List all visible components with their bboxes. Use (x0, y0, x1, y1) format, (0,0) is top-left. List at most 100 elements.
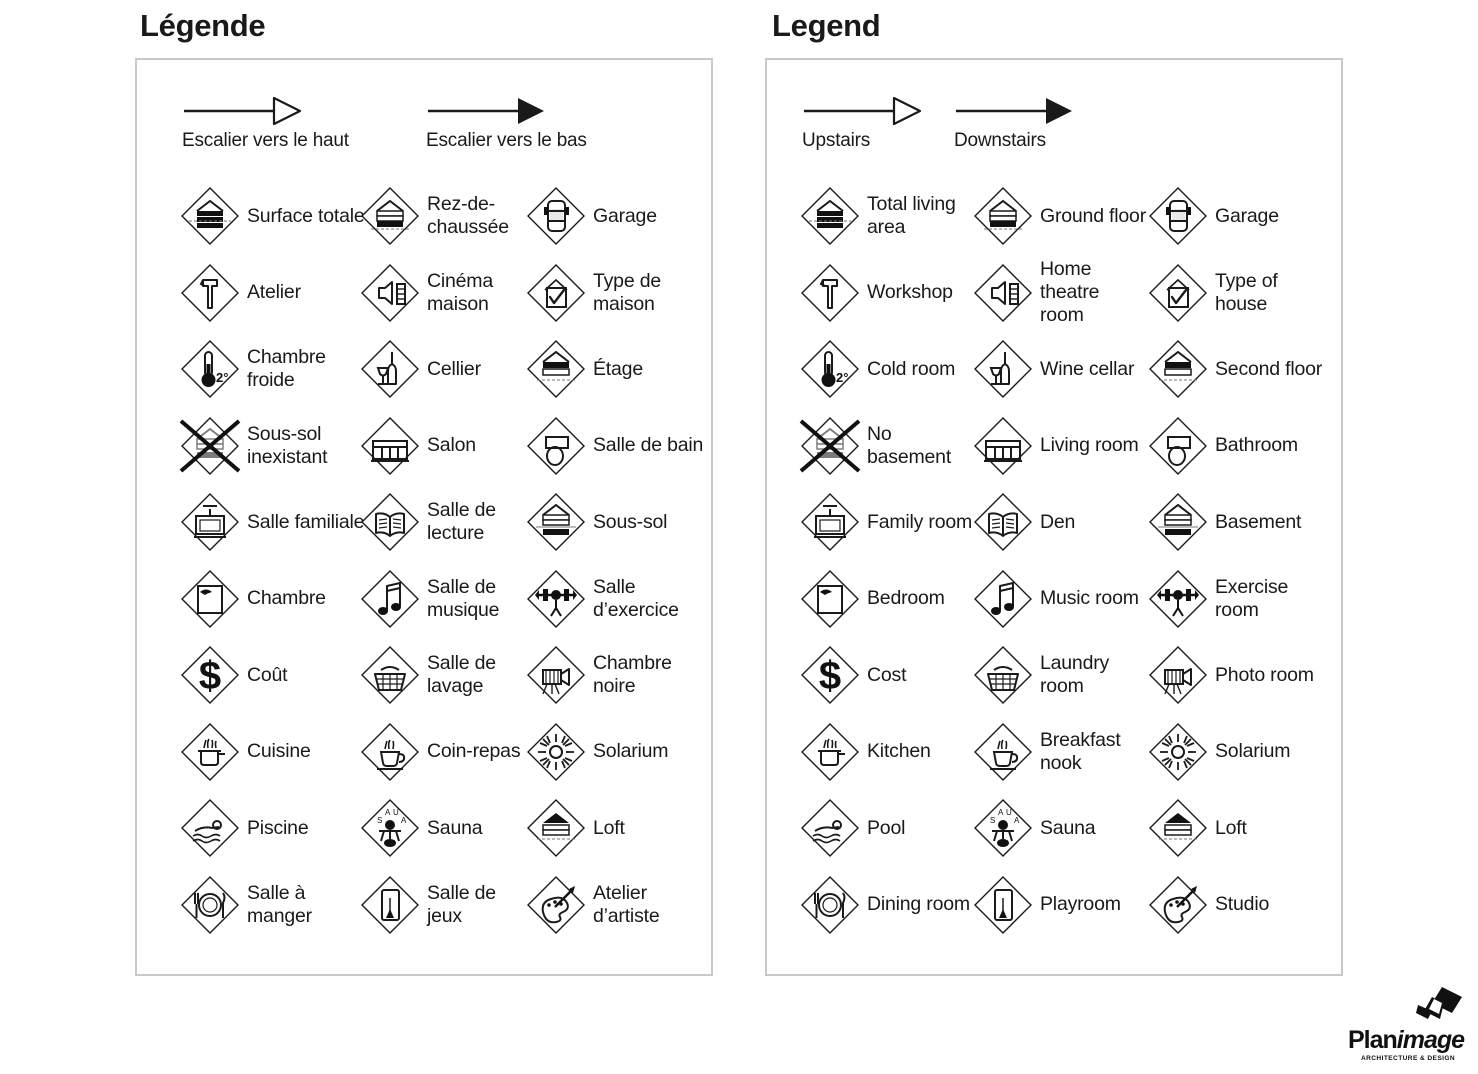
legend-entry-label: Coin-repas (427, 740, 521, 763)
palette-studio-icon (1147, 874, 1209, 936)
legend-entry-label: Family room (867, 510, 973, 533)
legend-entry-label: Solarium (1215, 740, 1291, 763)
playroom-icon (972, 874, 1034, 936)
legend-entry-label: Rez-de-chaussée (427, 193, 509, 239)
sun-solarium-icon (525, 721, 587, 783)
sofa-living-room-icon (972, 415, 1034, 477)
legend-entry-label: Surface totale (247, 204, 365, 227)
legend-entry: Piscine (179, 790, 369, 867)
legend-entry: Salon (359, 408, 529, 485)
legend-entry-label: Second floor (1215, 357, 1323, 380)
legend-entry: Bedroom (799, 561, 979, 638)
svg-text:$: $ (199, 654, 221, 698)
second-floor-icon (525, 338, 587, 400)
legend-entry-label: Atelier d’artiste (593, 881, 660, 927)
logo-word-image: image (1396, 1026, 1465, 1054)
legend-entry: Salle d’exercice (525, 561, 705, 638)
legend-column-2: Garage Type de maison Étage Salle de bai… (525, 178, 705, 943)
stairs-row-en: Upstairs Downstairs (767, 94, 1341, 168)
stairs-label: Upstairs (802, 130, 871, 151)
legend-entry-label: Cost (867, 663, 907, 686)
car-garage-icon (525, 185, 587, 247)
sauna-icon: S A U A (972, 797, 1034, 859)
legend-entry-label: Sous-sol inexistant (247, 422, 328, 468)
camera-photo-room-icon (525, 644, 587, 706)
legend-entry-label: Salle de musique (427, 575, 500, 621)
legend-entry-label: Workshop (867, 281, 953, 304)
legend-entry-label: Playroom (1040, 893, 1121, 916)
arrow-outline-icon (182, 94, 349, 128)
legend-entry: Rez-de-chaussée (359, 178, 529, 255)
sofa-living-room-icon (359, 415, 421, 477)
legend-entry: Wine cellar (972, 331, 1147, 408)
stairs-label: Escalier vers le bas (426, 130, 587, 151)
legend-entry-label: Salle de jeux (427, 881, 496, 927)
legend-column-2: Garage Type of house Second floor Bathro… (1147, 178, 1332, 943)
second-floor-icon (1147, 338, 1209, 400)
arrow-filled-icon (426, 94, 587, 128)
legend-entry-label: Bathroom (1215, 434, 1298, 457)
legend-entry-label: Basement (1215, 510, 1302, 533)
legend-entry: Exercise room (1147, 561, 1332, 638)
legend-entry: Garage (1147, 178, 1332, 255)
legend-entry-label: Dining room (867, 893, 970, 916)
home-theatre-icon (359, 262, 421, 324)
book-den-icon (359, 491, 421, 553)
legend-entry-label: Chambre (247, 587, 326, 610)
tv-family-room-icon (179, 491, 241, 553)
svg-text:U: U (1006, 808, 1012, 817)
legend-entry: Den (972, 484, 1147, 561)
legend-entry-label: Loft (1215, 816, 1247, 839)
legend-entry: Loft (525, 790, 705, 867)
legend-entry: Laundry room (972, 637, 1147, 714)
bed-bedroom-icon (179, 568, 241, 630)
svg-text:A: A (385, 808, 391, 817)
sun-solarium-icon (1147, 721, 1209, 783)
legend-entry-label: Atelier (247, 281, 301, 304)
tv-family-room-icon (799, 491, 861, 553)
legend-entry: Sous-sol (525, 484, 705, 561)
wine-cellar-icon (972, 338, 1034, 400)
pot-kitchen-icon (179, 721, 241, 783)
basement-icon (1147, 491, 1209, 553)
legend-entry-label: Sous-sol (593, 510, 668, 533)
legend-entry-label: Photo room (1215, 663, 1314, 686)
legend-entry-label: Bedroom (867, 587, 945, 610)
legend-entry-label: Wine cellar (1040, 357, 1135, 380)
barbell-exercise-room-icon (1147, 568, 1209, 630)
legend-entry: Basement (1147, 484, 1332, 561)
legend-entry-label: Salle d’exercice (593, 575, 679, 621)
legend-entry-label: Salle de bain (593, 434, 704, 457)
svg-text:A: A (1014, 816, 1020, 825)
svg-text:A: A (998, 808, 1004, 817)
wine-cellar-icon (359, 338, 421, 400)
svg-text:S: S (990, 816, 995, 825)
legend-entry-label: Exercise room (1215, 575, 1289, 621)
thermometer-cold-room-icon: 2° (179, 338, 241, 400)
svg-text:A: A (401, 816, 407, 825)
legend-entry: Studio (1147, 867, 1332, 944)
legend-entry: $ Cost (799, 637, 979, 714)
legend-entry: Atelier (179, 255, 369, 332)
laundry-basket-icon (972, 644, 1034, 706)
planimage-logo: Planimage ARCHITECTURE & DESIGN (1348, 985, 1468, 1065)
legend-entry-label: Type de maison (593, 269, 661, 315)
loft-icon (525, 797, 587, 859)
legend-entry-label: Cinéma maison (427, 269, 493, 315)
music-note-icon (359, 568, 421, 630)
legend-entry-label: Salle de lecture (427, 499, 496, 545)
legend-entry: Salle de lecture (359, 484, 529, 561)
checkmark-house-type-icon (1147, 262, 1209, 324)
legend-entry: Salle de lavage (359, 637, 529, 714)
legend-entry-label: Salon (427, 434, 476, 457)
legend-entry: Home theatre room (972, 255, 1147, 332)
music-note-icon (972, 568, 1034, 630)
plate-dining-room-icon (179, 874, 241, 936)
legend-entry-label: Garage (593, 204, 657, 227)
svg-text:U: U (393, 808, 399, 817)
legend-entry-label: Salle familiale (247, 510, 365, 533)
legend-entry: Kitchen (799, 714, 979, 791)
legend-entry: Sous-sol inexistant (179, 408, 369, 485)
stairs-label: Downstairs (954, 130, 1046, 151)
